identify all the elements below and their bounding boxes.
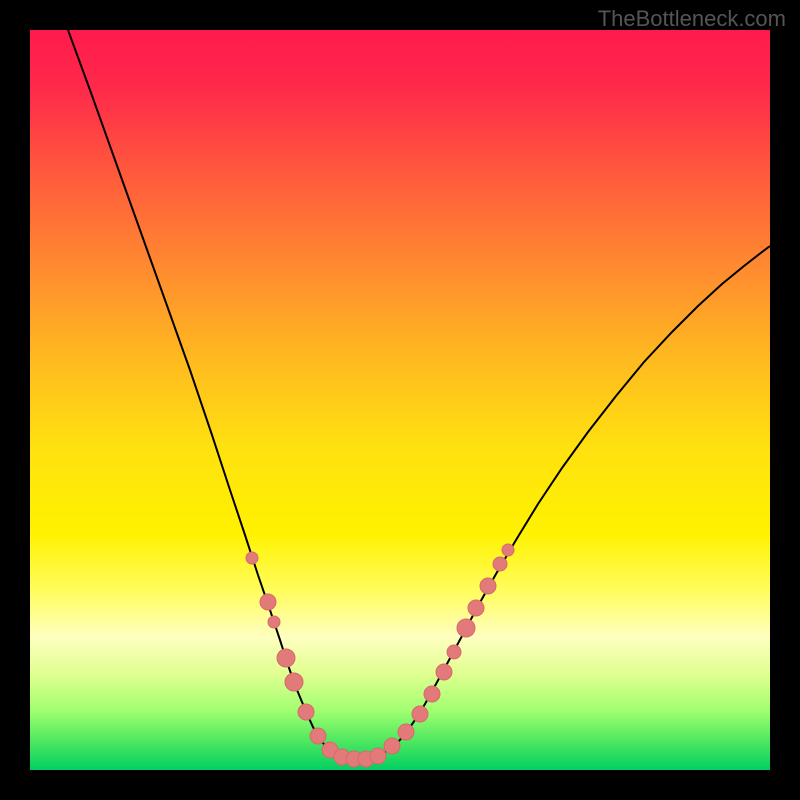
data-marker (447, 645, 461, 659)
data-marker (493, 557, 507, 571)
data-marker (285, 673, 303, 691)
data-marker (277, 649, 295, 667)
data-marker (260, 594, 276, 610)
chart-container (30, 30, 770, 770)
watermark-text: TheBottleneck.com (598, 6, 786, 32)
data-marker (384, 738, 400, 754)
data-marker (424, 686, 440, 702)
data-marker (268, 616, 280, 628)
data-marker (412, 706, 428, 722)
data-marker (370, 748, 386, 764)
data-marker (480, 578, 496, 594)
data-marker (398, 724, 414, 740)
data-marker (298, 704, 314, 720)
data-marker (457, 619, 475, 637)
curve-layer (30, 30, 770, 770)
data-marker (310, 728, 326, 744)
data-marker (436, 664, 452, 680)
curve-right (360, 246, 770, 759)
data-marker (246, 552, 258, 564)
marker-group (246, 544, 514, 767)
data-marker (468, 600, 484, 616)
data-marker (502, 544, 514, 556)
curve-left (68, 30, 360, 759)
